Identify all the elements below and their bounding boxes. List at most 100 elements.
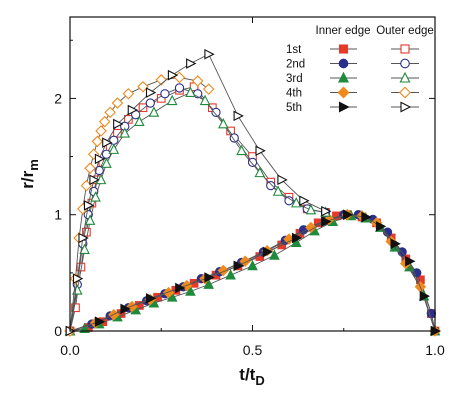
series-outer-3rd-point (305, 204, 317, 215)
plot-frame (69, 16, 436, 332)
series-outer-4th-point (137, 80, 149, 93)
series-outer-4th-point (191, 75, 204, 87)
series-inner-5th-point (120, 303, 131, 315)
series-outer-5th-point (204, 48, 215, 60)
legend-header-outer: Outer edge (376, 25, 434, 37)
series-outer-1st-point (113, 128, 122, 138)
series-inner-5th-point (343, 209, 354, 221)
series-outer-3rd-point (148, 106, 160, 117)
series-outer-5th-point (72, 273, 84, 284)
legend-inner-marker (337, 86, 350, 99)
legend: Inner edge Outer edge 1st 2nd 3rd 4th 5th (286, 25, 434, 114)
series-inner-3rd-point (79, 322, 90, 334)
series-outer-5th-point (167, 69, 179, 81)
legend-label: 4th (286, 88, 302, 100)
legend-inner-marker (338, 44, 349, 54)
series-outer-3rd-point (108, 143, 120, 154)
x-tick-label: 0.0 (60, 342, 80, 358)
series-outer-5th-point (186, 58, 197, 69)
series-outer-5th-point (83, 200, 95, 211)
series-outer-3rd-point (272, 185, 284, 196)
x-axis-title-sub: D (255, 373, 264, 388)
series-outer-1st-point (71, 303, 80, 313)
series-outer-2nd-point (174, 83, 185, 93)
series-inner-5th-point (390, 238, 401, 250)
series-layer (64, 48, 442, 337)
series-outer-2nd-point (247, 157, 258, 168)
series-outer-2nd-point (145, 98, 155, 108)
series-inner-5th-point (419, 290, 431, 302)
series-inner-5th-point (204, 272, 215, 283)
series-outer-1st-point (82, 227, 91, 237)
legend-item-3rd: 3rd (286, 71, 419, 85)
series-outer-4th-point (104, 106, 116, 119)
series-outer-2nd-point (211, 107, 221, 118)
series-outer-2nd-point (229, 133, 239, 143)
series-outer-4th-point (111, 97, 124, 109)
x-axis-title-main: t/t (239, 365, 255, 384)
series-outer-3rd-point (84, 214, 96, 225)
series-inner-3rd-point (247, 259, 258, 271)
legend-outer-marker (399, 86, 411, 99)
series-outer-4th-point (122, 87, 135, 100)
series-outer-4th-point (91, 135, 104, 148)
y-axis-title-sub: m (26, 159, 41, 171)
series-outer-3rd-point (119, 127, 131, 138)
y-tick-label: 1 (54, 207, 62, 223)
legend-outer-marker (399, 71, 411, 83)
legend-item-1st: 1st (286, 44, 419, 56)
series-outer-3rd-point (185, 86, 196, 97)
y-axis-title-main: r/r (18, 170, 37, 188)
series-outer-5th-point (94, 153, 106, 165)
y-tick-label: 0 (54, 323, 62, 339)
series-outer-2nd-point (160, 89, 170, 99)
series-inner-3rd-point (185, 285, 196, 296)
series-inner-5th-point (291, 232, 303, 244)
series-outer-3rd-point (95, 173, 107, 185)
series-outer-3rd-point (79, 243, 90, 254)
series-inner-3rd-point (269, 249, 280, 260)
legend-outer-marker (400, 58, 410, 69)
x-tick-label: 1.0 (425, 342, 445, 358)
ticks-layer: 0.0 0.5 1.0 0 1 2 (54, 17, 445, 358)
series-outer-5th-point (113, 118, 124, 130)
series-outer-5th-point (233, 110, 244, 122)
series-outer-4th-point (84, 162, 96, 174)
series-outer-4th-point (202, 83, 215, 95)
legend-inner-marker (338, 58, 349, 69)
series-outer-4th-point (95, 125, 107, 137)
legend-item-2nd: 2nd (286, 59, 419, 71)
series-outer-2nd-point (266, 180, 276, 191)
legend-outer-marker (400, 101, 412, 113)
series-outer-2nd-point (94, 165, 104, 176)
legend-label: 3rd (286, 73, 303, 85)
series-outer-5th-point (89, 174, 100, 186)
legend-header-inner: Inner edge (316, 25, 371, 37)
legend-inner-marker (338, 71, 349, 83)
series-outer-1st-point (138, 103, 148, 113)
series-inner-3rd-point (203, 278, 214, 289)
series-inner-5th-point (145, 293, 157, 304)
x-axis-title: t/tD (239, 365, 264, 388)
series-inner-5th-point (375, 221, 387, 232)
y-axis-title: r/rm (18, 159, 41, 189)
legend-inner-marker (338, 101, 350, 113)
series-inner-3rd-point (225, 269, 236, 280)
series-inner-5th-point (262, 246, 274, 258)
series-outer-4th-point (98, 115, 111, 128)
series-inner-5th-point (405, 255, 416, 267)
series-outer-5th-point (321, 205, 332, 217)
series-outer-3rd (64, 86, 331, 336)
series-inner-5th (65, 209, 442, 337)
series-inner-5th-point (175, 282, 186, 294)
legend-label: 2nd (286, 59, 305, 71)
series-outer-1st-point (124, 114, 133, 124)
series-outer-3rd-point (199, 94, 211, 106)
y-tick-label: 2 (54, 90, 62, 106)
series-outer-3rd-point (254, 166, 266, 178)
series-outer-5th-point (78, 232, 89, 244)
legend-label: 5th (286, 102, 302, 114)
series-outer-5th-point (127, 104, 139, 116)
series-inner-5th-point (233, 260, 244, 272)
series-outer-2nd-line (69, 87, 326, 332)
